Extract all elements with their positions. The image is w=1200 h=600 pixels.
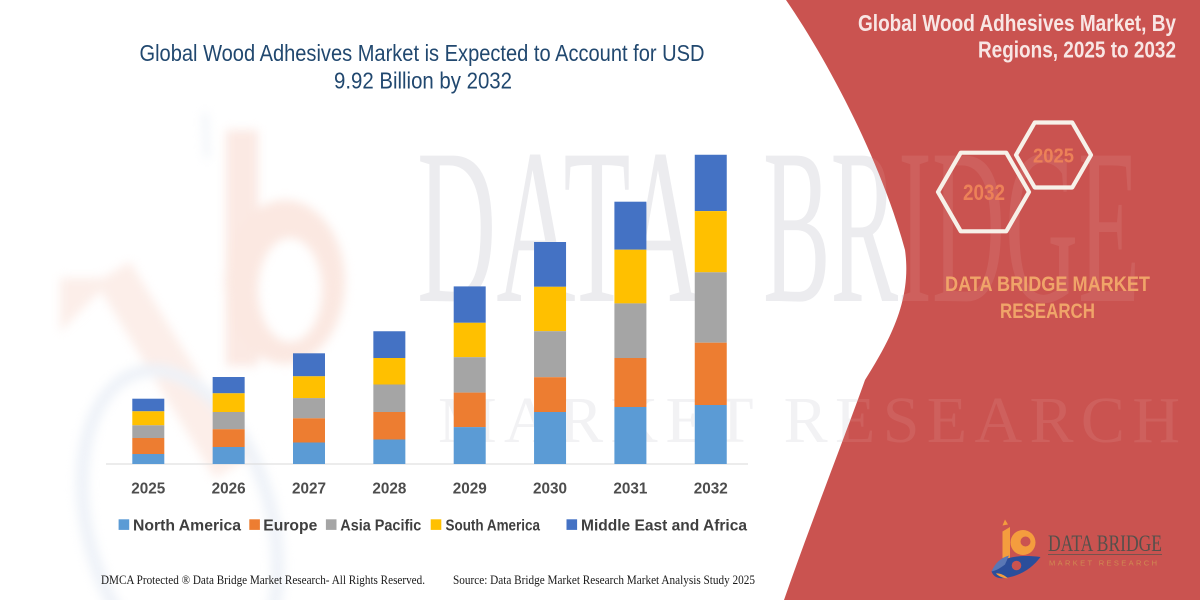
svg-text:2032: 2032 bbox=[963, 180, 1005, 205]
svg-text:2026: 2026 bbox=[212, 481, 246, 498]
svg-text:2025: 2025 bbox=[1033, 145, 1074, 167]
svg-text:Asia Pacific: Asia Pacific bbox=[340, 518, 421, 535]
svg-text:2027: 2027 bbox=[292, 481, 326, 498]
svg-text:2029: 2029 bbox=[453, 481, 487, 498]
svg-text:RESEARCH: RESEARCH bbox=[1000, 300, 1095, 323]
svg-text:2025: 2025 bbox=[131, 481, 165, 498]
svg-text:DMCA Protected ® Data Bridge M: DMCA Protected ® Data Bridge Market Rese… bbox=[101, 573, 425, 587]
svg-text:2031: 2031 bbox=[613, 481, 647, 498]
svg-text:Source: Data Bridge Market Res: Source: Data Bridge Market Research Mark… bbox=[453, 573, 755, 587]
svg-text:DATA BRIDGE MARKET: DATA BRIDGE MARKET bbox=[945, 273, 1150, 296]
svg-text:North America: North America bbox=[133, 518, 241, 535]
svg-text:Global Wood Adhesives Market i: Global Wood Adhesives Market is Expected… bbox=[140, 40, 705, 66]
svg-text:MARKET RESEARCH: MARKET RESEARCH bbox=[1049, 559, 1157, 568]
svg-text:DATA BRIDGE: DATA BRIDGE bbox=[1048, 531, 1162, 557]
svg-text:9.92 Billion by 2032: 9.92 Billion by 2032 bbox=[334, 68, 512, 94]
svg-text:2032: 2032 bbox=[694, 481, 728, 498]
svg-text:2030: 2030 bbox=[533, 481, 567, 498]
svg-text:Europe: Europe bbox=[263, 518, 317, 535]
svg-text:2028: 2028 bbox=[372, 481, 406, 498]
svg-text:Global Wood Adhesives Market,: Global Wood Adhesives Market, By bbox=[858, 10, 1176, 36]
svg-text:Middle East and Africa: Middle East and Africa bbox=[581, 518, 747, 535]
svg-text:Regions, 2025 to 2032: Regions, 2025 to 2032 bbox=[978, 37, 1176, 63]
svg-text:South America: South America bbox=[446, 518, 541, 535]
